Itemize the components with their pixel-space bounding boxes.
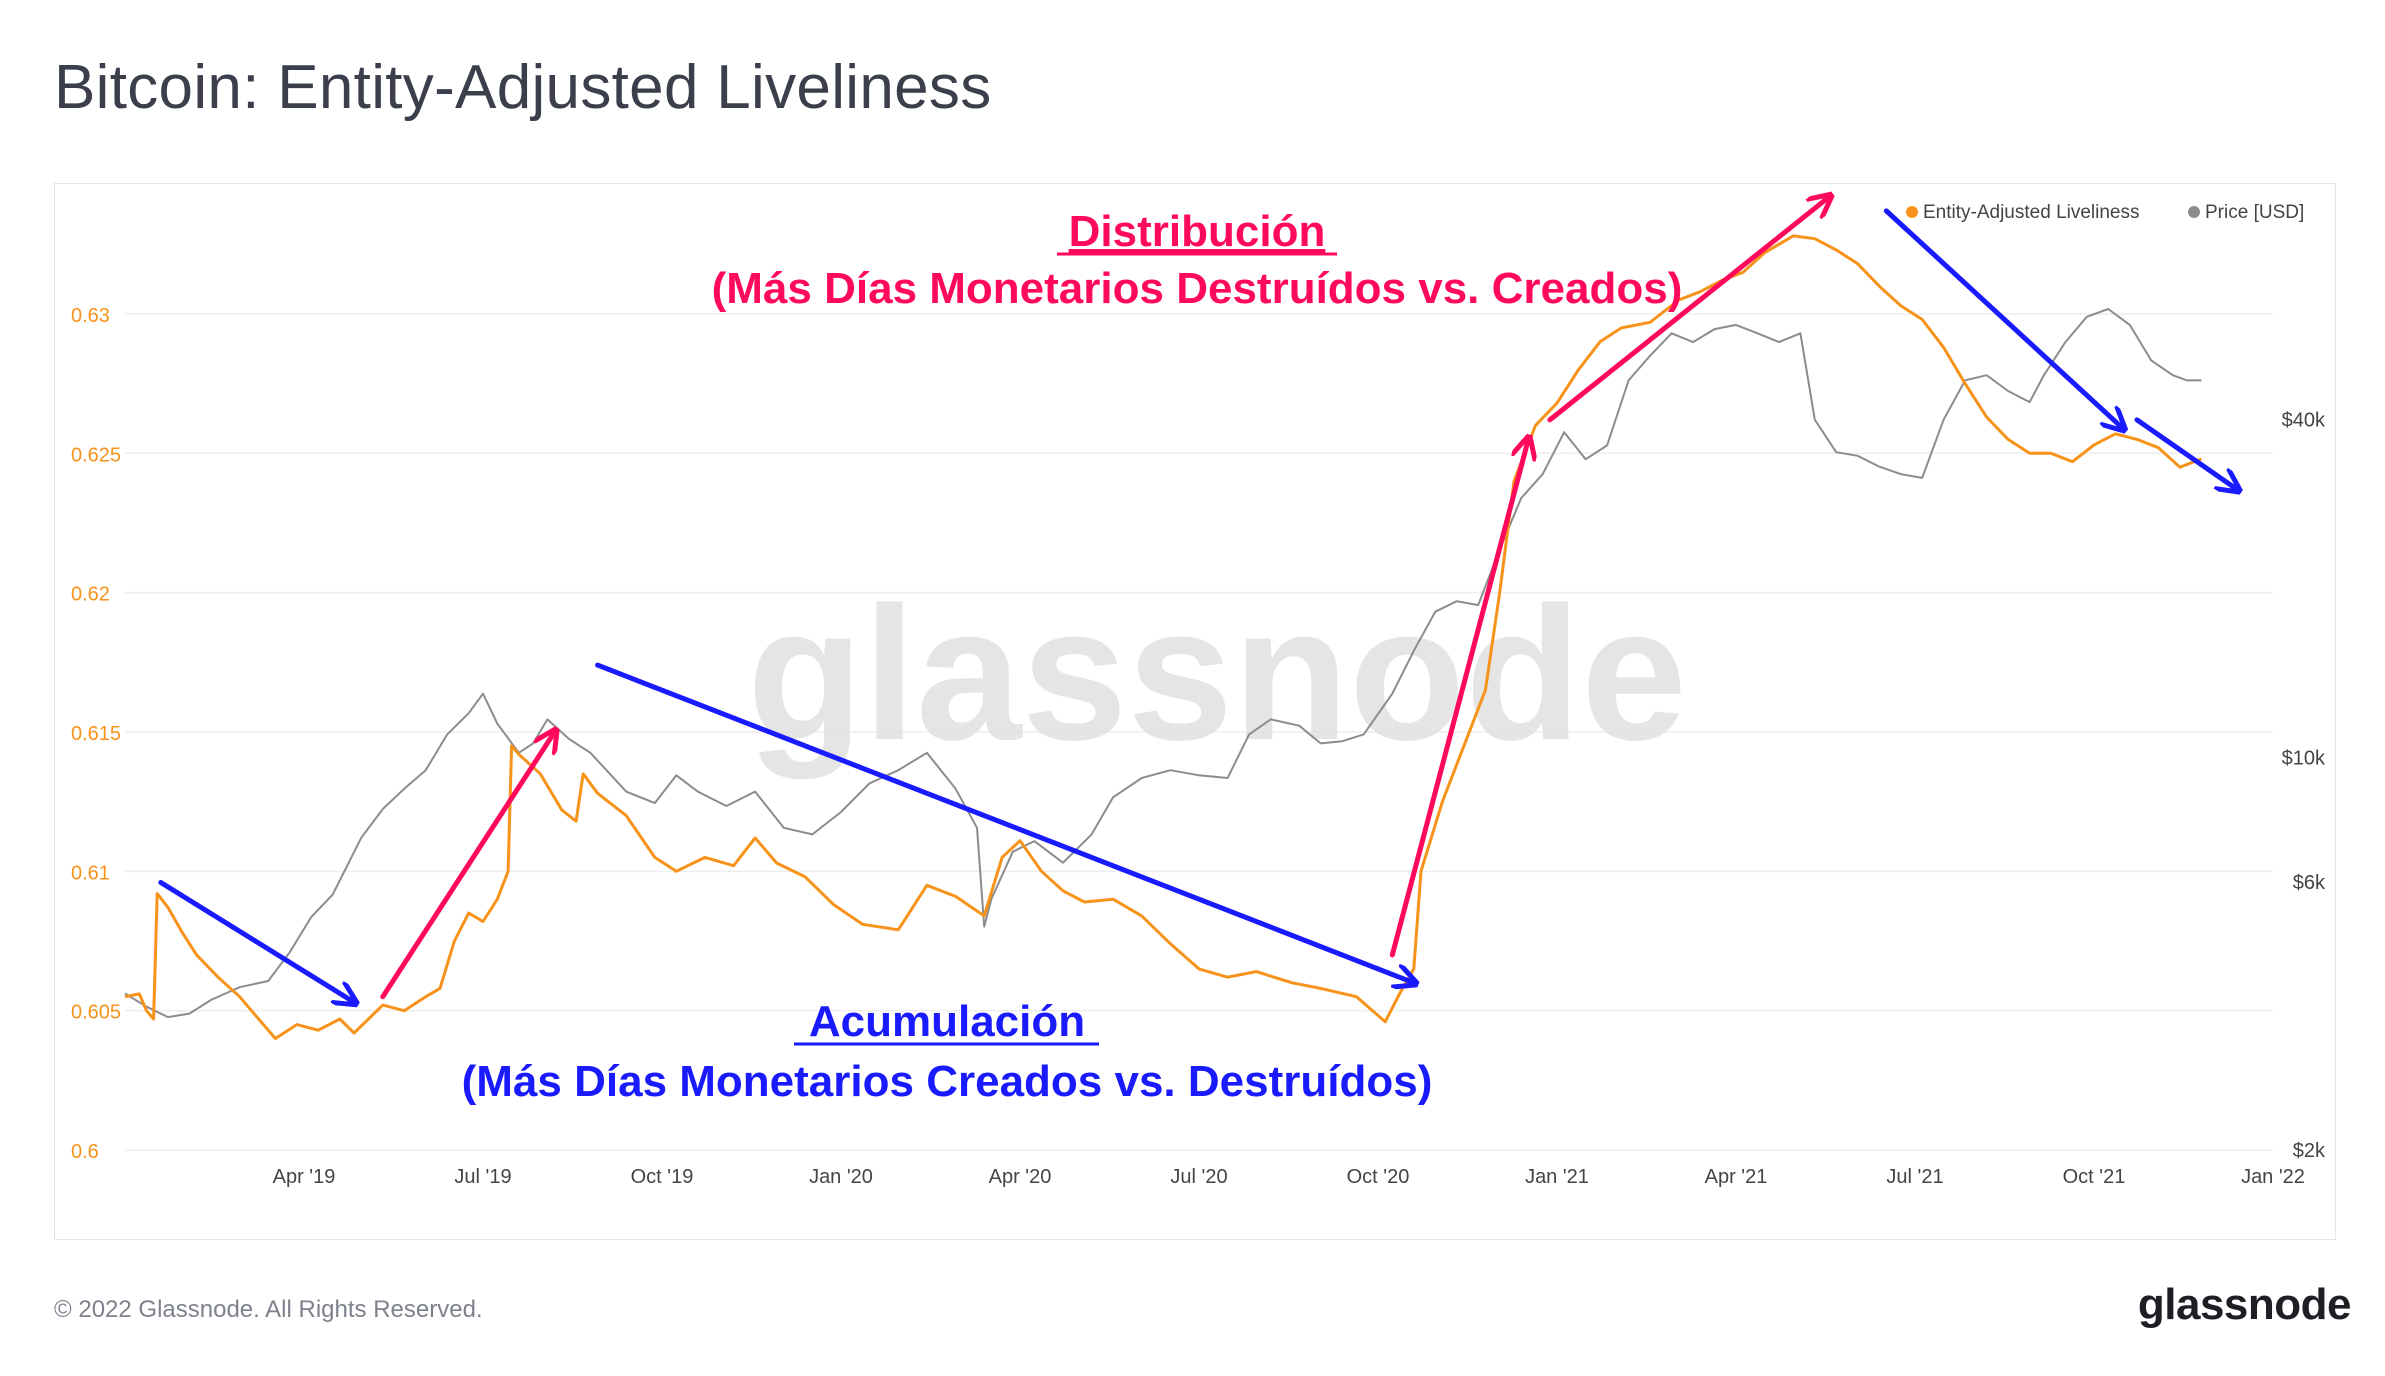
distribution-title: Distribución	[1069, 207, 1326, 256]
grid-layer	[125, 313, 2273, 1151]
accumulation-arrow	[158, 879, 354, 1002]
watermark: glassnode	[747, 568, 1687, 780]
y-left-tick-label: 0.615	[71, 723, 121, 745]
page-title: Bitcoin: Entity-Adjusted Liveliness	[54, 53, 992, 122]
chart-frame: 0.6 0.605 0.61 0.615 0.62 0.625 0.63 $2k $6k $10…	[54, 183, 2336, 1240]
chart-svg: 0.6 0.605 0.61 0.615 0.62 0.625 0.63 $2k $6k $10…	[71, 184, 2326, 1188]
accumulation-arrow	[595, 662, 1414, 983]
y-left-tick-label: 0.6	[71, 1141, 99, 1163]
legend-liveliness-dot	[1906, 206, 1918, 218]
y-right-tick-label: $40k	[2282, 410, 2326, 432]
glassnode-logo: glassnode	[2137, 1280, 2352, 1329]
y-left-tick-label: 0.605	[71, 1002, 121, 1024]
y-left-tick-label: 0.62	[71, 584, 110, 606]
distribution-subtitle: (Más Días Monetarios Destruídos vs. Crea…	[712, 264, 1683, 313]
accumulation-arrow	[1883, 208, 2122, 428]
legend: Entity-Adjusted Liveliness Price [USD]	[1906, 202, 2304, 223]
legend-liveliness-label: Entity-Adjusted Liveliness	[1923, 202, 2140, 223]
x-tick-label: Jul '21	[1886, 1166, 1943, 1188]
accumulation-annotation: Acumulación (Más Días Monetarios Creados…	[462, 997, 1433, 1106]
x-tick-label: Oct '20	[1347, 1166, 1410, 1188]
legend-price-label: Price [USD]	[2205, 202, 2304, 223]
y-left-tick-label: 0.625	[71, 444, 121, 466]
distribution-arrow	[1547, 197, 1829, 423]
y-right-tick-label: $10k	[2282, 748, 2326, 770]
y-right-tick-label: $2k	[2293, 1140, 2326, 1162]
y-left-tick-label: 0.61	[71, 862, 110, 884]
x-tick-label: Jan '22	[2241, 1166, 2305, 1188]
distribution-arrow	[380, 732, 555, 1000]
legend-price-dot	[2188, 206, 2200, 218]
accumulation-subtitle: (Más Días Monetarios Creados vs. Destruí…	[462, 1057, 1433, 1106]
x-tick-label: Jul '20	[1170, 1166, 1227, 1188]
x-tick-label: Jan '21	[1525, 1166, 1589, 1188]
price-series-line	[124, 308, 2202, 1019]
x-axis: Apr '19 Jul '19 Oct '19 Jan '20 Apr '20 Jul '…	[273, 1166, 2305, 1188]
distribution-annotation: Distribución (Más Días Monetarios Destru…	[712, 207, 1683, 313]
x-tick-label: Jan '20	[809, 1166, 873, 1188]
liveliness-series-line	[124, 234, 2202, 1040]
copyright-text: © 2022 Glassnode. All Rights Reserved.	[54, 1296, 483, 1323]
x-tick-label: Jul '19	[454, 1166, 511, 1188]
distribution-arrow	[1389, 439, 1528, 958]
y-right-tick-label: $6k	[2293, 872, 2326, 894]
x-tick-label: Apr '20	[989, 1166, 1052, 1188]
arrow-layer	[158, 197, 2237, 1002]
y-left-tick-label: 0.63	[71, 305, 110, 327]
x-tick-label: Oct '19	[631, 1166, 694, 1188]
x-tick-label: Apr '21	[1705, 1166, 1768, 1188]
x-tick-label: Oct '21	[2063, 1166, 2126, 1188]
x-tick-label: Apr '19	[273, 1166, 336, 1188]
accumulation-arrow	[2134, 417, 2237, 490]
right-axis: $2k $6k $10k $40k	[2282, 410, 2326, 1162]
accumulation-title: Acumulación	[809, 997, 1085, 1046]
left-axis: 0.6 0.605 0.61 0.615 0.62 0.625 0.63	[71, 305, 121, 1163]
series-layer	[124, 234, 2202, 1040]
